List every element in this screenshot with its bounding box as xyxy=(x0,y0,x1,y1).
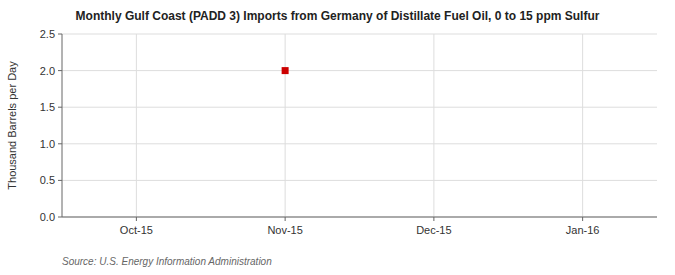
y-tick xyxy=(58,180,62,181)
x-grid-line xyxy=(136,34,137,217)
y-tick-label: 1.5 xyxy=(40,101,55,113)
x-tick-label: Nov-15 xyxy=(267,224,302,236)
y-tick xyxy=(58,70,62,71)
y-axis-line xyxy=(62,34,63,217)
x-tick xyxy=(433,217,434,221)
y-tick-label: 2.5 xyxy=(40,28,55,40)
grid xyxy=(62,34,657,217)
y-tick-label: 2.0 xyxy=(40,65,55,77)
y-tick xyxy=(58,34,62,35)
x-grid-line xyxy=(285,34,286,217)
y-grid-line xyxy=(62,143,657,144)
y-tick xyxy=(58,143,62,144)
title: Monthly Gulf Coast (PADD 3) Imports from… xyxy=(76,9,600,23)
x-tick-label: Dec-15 xyxy=(416,224,451,236)
y-axis-label: Thousand Barrels per Day xyxy=(6,61,18,190)
x-tick xyxy=(582,217,583,221)
x-grid-line xyxy=(582,34,583,217)
x-tick xyxy=(285,217,286,221)
x-grid-line xyxy=(433,34,434,217)
y-tick-label: 1.0 xyxy=(40,138,55,150)
y-tick-label: 0.0 xyxy=(40,211,55,223)
x-tick-label: Jan-16 xyxy=(566,224,600,236)
x-axis-line xyxy=(62,217,657,218)
source: Source: U.S. Energy Information Administ… xyxy=(62,256,272,267)
y-grid-line xyxy=(62,34,657,35)
y-grid-line xyxy=(62,107,657,108)
y-grid-line xyxy=(62,70,657,71)
y-tick-label: 0.5 xyxy=(40,174,55,186)
x-tick xyxy=(136,217,137,221)
y-grid-line xyxy=(62,217,657,218)
y-tick xyxy=(58,217,62,218)
chart: Monthly Gulf Coast (PADD 3) Imports from… xyxy=(0,0,675,275)
points xyxy=(282,67,289,74)
x-tick-label: Oct-15 xyxy=(120,224,153,236)
point xyxy=(282,67,289,74)
y-grid-line xyxy=(62,180,657,181)
y-tick xyxy=(58,107,62,108)
